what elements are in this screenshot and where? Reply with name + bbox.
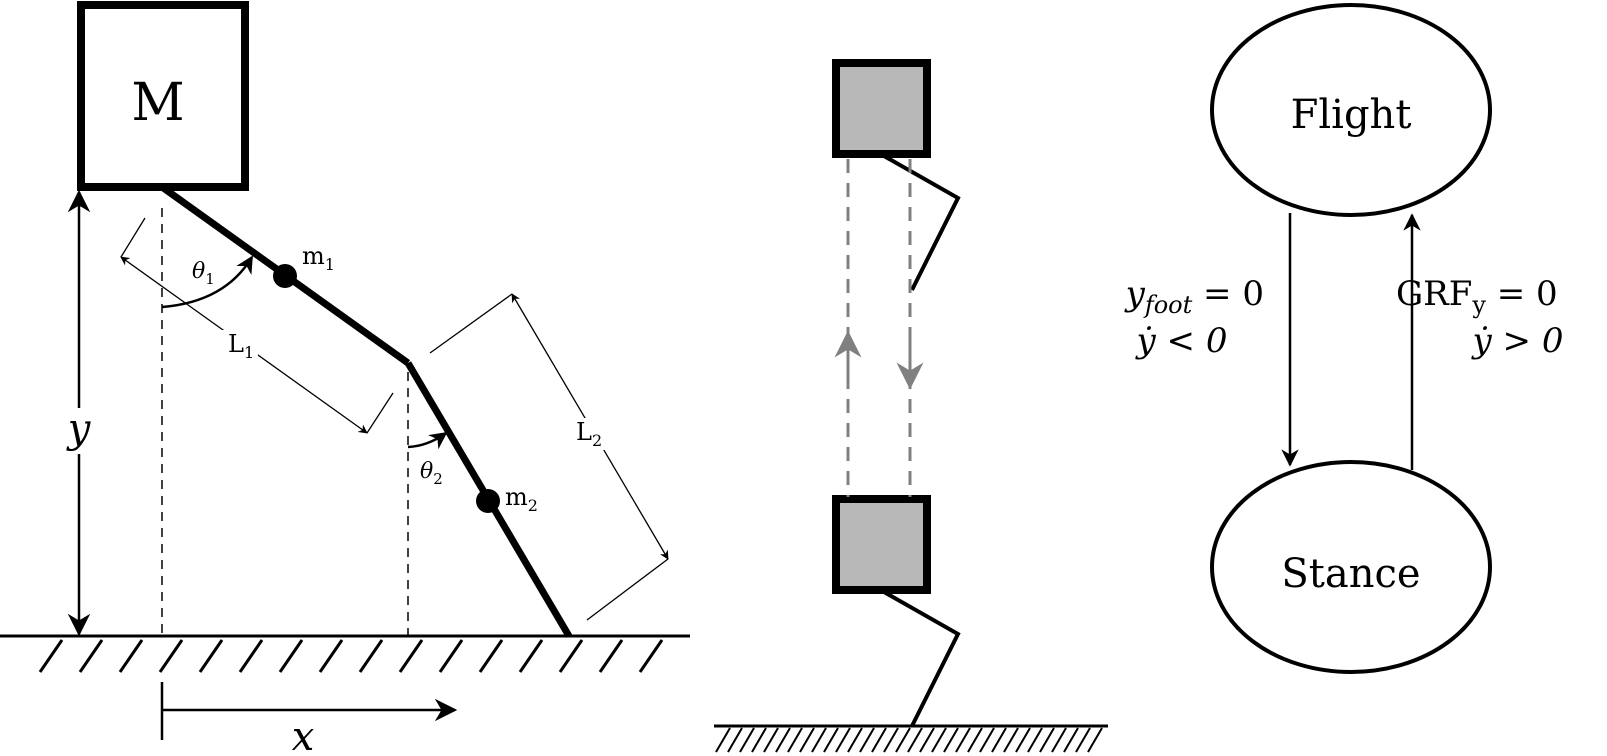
stance-state-label: Stance bbox=[1281, 551, 1420, 597]
stance-leg bbox=[883, 590, 961, 727]
ground-hatching-left bbox=[38, 639, 664, 673]
ground-left bbox=[0, 634, 690, 673]
y-label: y bbox=[66, 406, 92, 452]
theta-2-label: θ2 bbox=[420, 459, 443, 488]
ground-hatching-middle bbox=[715, 727, 1103, 753]
theta-2-arc bbox=[407, 431, 448, 450]
length-1-label: L1 bbox=[228, 330, 254, 362]
mass-1-dot bbox=[273, 264, 297, 288]
length-2-label: L2 bbox=[576, 418, 602, 450]
hopping-panel bbox=[714, 59, 1108, 753]
theta-1-label: θ1 bbox=[192, 259, 215, 288]
touchdown-condition-1: yfoot = 0 bbox=[1124, 274, 1264, 319]
stance-state-node bbox=[1210, 460, 1492, 674]
flight-leg bbox=[883, 154, 961, 291]
x-label: x bbox=[292, 714, 315, 756]
mass-1-label: m1 bbox=[302, 242, 335, 274]
flight-state-label: Flight bbox=[1291, 92, 1412, 138]
touchdown-condition-2: ẏ < 0 bbox=[1135, 321, 1228, 361]
body-mass-label: M bbox=[131, 73, 184, 133]
flight-state-node bbox=[1210, 3, 1492, 217]
mass-2-dot bbox=[476, 489, 500, 513]
flight-body-box bbox=[832, 59, 931, 158]
leg-model-panel: M m1 m2 θ1 θ2 L1 L2 bbox=[0, 1, 690, 756]
state-machine-panel: Flight Stance yfoot = 0 ẏ < 0 GRFy = 0 ẏ… bbox=[1124, 3, 1564, 674]
liftoff-condition-1: GRFy = 0 bbox=[1396, 274, 1558, 319]
liftoff-condition-2: ẏ > 0 bbox=[1471, 321, 1564, 361]
ground-middle bbox=[714, 724, 1108, 753]
mass-2-label: m2 bbox=[505, 483, 538, 515]
stance-body-box bbox=[832, 495, 931, 594]
